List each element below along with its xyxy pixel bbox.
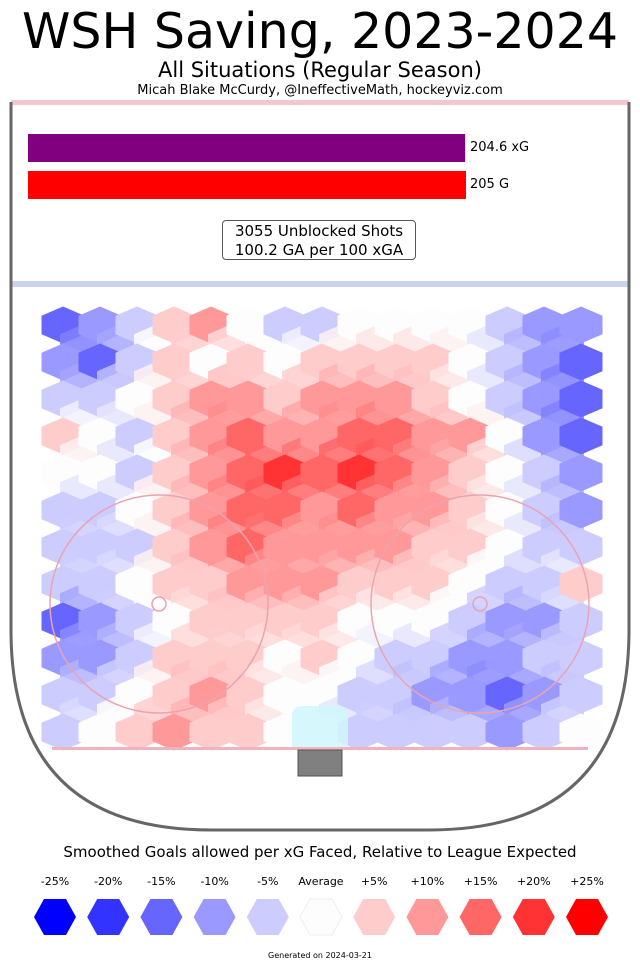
blue-line [11,281,629,287]
author-credit: Micah Blake McCurdy, @IneffectiveMath, h… [137,83,503,98]
hex-cell [559,639,603,677]
hex-cell [78,713,122,751]
colorbar-swatch [353,899,396,935]
faceoff-dot-right [472,596,488,612]
hex-cell [559,380,603,418]
colorbar-label: -15% [147,875,176,888]
hex-cell [411,713,455,751]
faceoff-circle-left [49,494,269,714]
hex-cell [337,713,381,751]
top-red-line [11,100,629,105]
colorbar-swatch [193,899,236,935]
colorbar-swatch [566,899,608,935]
hex-cell [559,528,603,566]
colorbar-label: +5% [360,875,388,888]
shots-summary-box: 3055 Unblocked Shots 100.2 GA per 100 xG… [222,220,416,260]
chart-title: WSH Saving, 2023-2024 [21,3,619,60]
colorbar-swatch [34,899,76,935]
xg-bar-label: 204.6 xG [470,140,530,155]
colorbar-swatch [406,899,449,935]
colorbar-label: +20% [516,875,551,888]
ga-rate-text: 100.2 GA per 100 xGA [234,241,404,259]
colorbar-swatch [512,899,555,935]
unblocked-shots-text: 3055 Unblocked Shots [234,222,404,240]
colorbar-swatch [459,899,502,935]
faceoff-dot-left [151,596,167,612]
goal-crease [292,706,348,748]
hex-cell [559,676,603,714]
g-bar-label: 205 G [470,177,510,192]
colorbar-label: -10% [200,875,229,888]
colorbar-label: -20% [93,875,123,888]
hex-grid [41,306,603,751]
hex-cell [374,713,418,751]
colorbar-swatch [140,899,183,935]
hex-cell [115,713,159,751]
hex-cell [559,602,603,640]
colorbar-label: -5% [257,875,279,888]
hex-cell [522,713,566,751]
hex-cell [559,565,603,603]
colorbar-label: Average [298,875,344,888]
hex-cell [559,713,603,751]
bar-g [28,171,466,199]
bar-xg [28,134,466,162]
hex-cell [559,454,603,492]
colorbar-label: +10% [410,875,445,888]
hex-cell [485,713,529,751]
faceoff-circle-right [370,494,590,714]
colorbar-swatch [246,899,289,935]
colorbar-title: Smoothed Goals allowed per xG Faced, Rel… [63,843,577,861]
colorbar-swatch [87,899,130,935]
generated-date: Generated on 2024-03-21 [268,951,372,960]
hex-cell [559,343,603,381]
hex-cell [559,417,603,455]
colorbar [34,898,608,936]
rink-boards [9,102,631,832]
hex-cell [152,713,196,751]
chart-subtitle: All Situations (Regular Season) [158,58,482,82]
hex-cell [226,713,270,751]
hex-cell [559,306,603,344]
goal-line [52,747,588,750]
goal-net [297,749,343,777]
colorbar-swatch [299,898,343,936]
hex-cell [41,713,85,751]
colorbar-label: +25% [570,875,604,888]
hex-cell [559,491,603,529]
hex-cell [448,713,492,751]
colorbar-label: -25% [40,875,70,888]
hex-cell [189,713,233,751]
colorbar-label: +15% [463,875,498,888]
